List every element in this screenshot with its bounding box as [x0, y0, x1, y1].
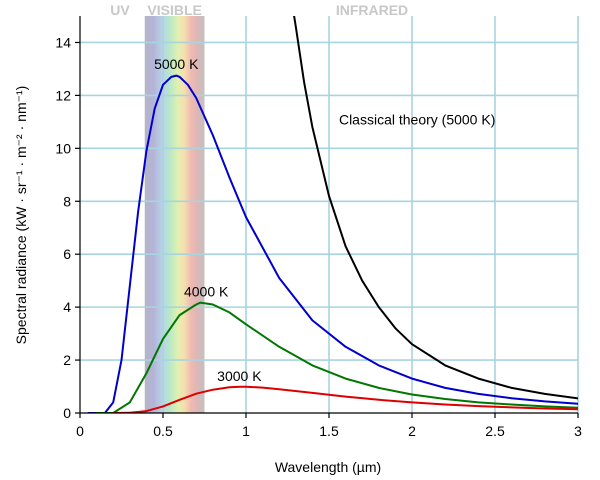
curve-classical-theory [293, 16, 578, 400]
grid-lines [80, 16, 579, 413]
y-tick-label: 8 [63, 193, 71, 209]
x-tick-label: 0 [76, 423, 84, 439]
tick-labels: 0 0.5 1 1.5 2 2.5 3 0 2 4 6 8 10 12 14 [55, 34, 582, 439]
curve-4000k [95, 301, 578, 413]
y-tick-label: 0 [63, 405, 71, 421]
y-tick-label: 12 [55, 87, 71, 103]
annotations: 5000 K 4000 K 3000 K Classical theory (5000… [154, 56, 495, 384]
x-tick-label: 2.5 [485, 423, 505, 439]
spectral-bands: UV VISIBLE INFRARED [110, 2, 408, 413]
visible-band [144, 16, 205, 413]
y-tick-label: 10 [55, 140, 71, 156]
x-tick-label: 3 [574, 423, 582, 439]
label-5000k: 5000 K [154, 56, 199, 72]
x-axis-title: Wavelength (µm) [275, 459, 381, 475]
series-lines [87, 16, 578, 413]
uv-band-label: UV [110, 2, 130, 18]
infrared-band-label: INFRARED [336, 2, 408, 18]
visible-band-label: VISIBLE [147, 2, 201, 18]
x-tick-label: 1 [242, 423, 250, 439]
y-tick-label: 2 [63, 352, 71, 368]
y-tick-label: 6 [63, 246, 71, 262]
x-tick-label: 1.5 [319, 423, 339, 439]
curve-3000k [112, 385, 578, 413]
y-axis-title: Spectral radiance (kW · sr⁻¹ · m⁻² · nm⁻… [13, 86, 29, 345]
label-classical-theory: Classical theory (5000 K) [339, 112, 495, 128]
label-4000k: 4000 K [184, 284, 229, 300]
curve-5000k [87, 74, 578, 413]
x-tick-label: 0.5 [153, 423, 173, 439]
y-tick-label: 14 [55, 34, 71, 50]
y-tick-label: 4 [63, 299, 71, 315]
axes [75, 16, 579, 418]
x-tick-label: 2 [408, 423, 416, 439]
label-3000k: 3000 K [217, 368, 262, 384]
